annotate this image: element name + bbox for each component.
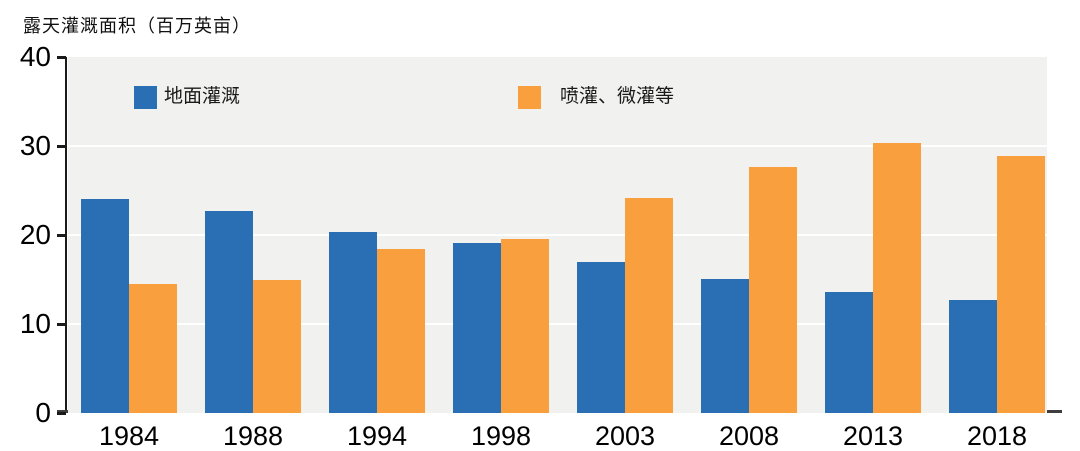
bar-sprinkler-micro-irrigation <box>749 167 797 413</box>
bar-group: 2013 <box>825 57 921 450</box>
bar-surface-irrigation <box>577 261 625 413</box>
x-tick-label: 1988 <box>222 421 284 451</box>
bar-group: 1998 <box>453 57 549 450</box>
bar-surface-irrigation <box>949 299 997 413</box>
bar-group: 1984 <box>81 57 177 450</box>
bar-group: 1988 <box>205 57 301 450</box>
y-tick-mark <box>57 322 66 326</box>
x-tick-label: 2018 <box>966 421 1028 451</box>
bar-groups: 1984 1988 1994 1998 2003 2008 2013 2018 <box>68 57 1047 450</box>
chart-title: 露天灌溉面积（百万英亩） <box>23 16 251 37</box>
x-tick-label: 2013 <box>842 421 904 451</box>
bar-group: 2018 <box>949 57 1045 450</box>
y-tick-label: 40 <box>19 41 51 72</box>
y-tick-label: 30 <box>19 130 51 161</box>
bar-sprinkler-micro-irrigation <box>253 279 301 413</box>
bar-surface-irrigation <box>701 278 749 413</box>
bar-surface-irrigation <box>205 210 253 413</box>
y-tick-label: 0 <box>35 397 51 428</box>
y-axis-line <box>65 57 67 413</box>
bar-surface-irrigation <box>329 232 377 413</box>
bar-surface-irrigation <box>81 199 129 413</box>
bar-sprinkler-micro-irrigation <box>625 197 673 413</box>
bar-group: 1994 <box>329 57 425 450</box>
y-tick-mark <box>57 233 66 237</box>
gridline <box>68 323 1047 325</box>
x-tick-label: 2008 <box>718 421 780 451</box>
y-tick-label: 20 <box>19 219 51 250</box>
legend-swatch-sprinkler-micro-irrigation <box>518 86 541 109</box>
bar-surface-irrigation <box>825 291 873 413</box>
x-tick-label: 1984 <box>98 421 160 451</box>
y-tick-label: 10 <box>19 308 51 339</box>
bar-group: 2003 <box>577 57 673 450</box>
legend-label-sprinkler-micro-irrigation: 喷灌、微灌等 <box>560 86 675 107</box>
x-tick-label: 2003 <box>594 421 656 451</box>
bar-sprinkler-micro-irrigation <box>129 283 177 413</box>
gridline <box>68 234 1047 236</box>
bar-sprinkler-micro-irrigation <box>501 238 549 413</box>
bar-sprinkler-micro-irrigation <box>873 143 921 413</box>
bar-sprinkler-micro-irrigation <box>377 249 425 413</box>
y-tick-mark <box>57 144 66 148</box>
bar-sprinkler-micro-irrigation <box>997 155 1045 413</box>
plot-area: 地面灌溉 喷灌、微灌等 1984 1988 1994 1998 2003 2008 2013… <box>68 57 1047 450</box>
gridline <box>68 145 1047 147</box>
y-tick-mark <box>57 411 66 415</box>
y-tick-mark <box>57 55 66 59</box>
x-tick-label: 1994 <box>346 421 408 451</box>
x-tick-label: 1998 <box>470 421 532 451</box>
legend-swatch-surface-irrigation <box>134 86 157 109</box>
bar-surface-irrigation <box>453 243 501 413</box>
bar-group: 2008 <box>701 57 797 450</box>
legend-label-surface-irrigation: 地面灌溉 <box>164 86 241 107</box>
